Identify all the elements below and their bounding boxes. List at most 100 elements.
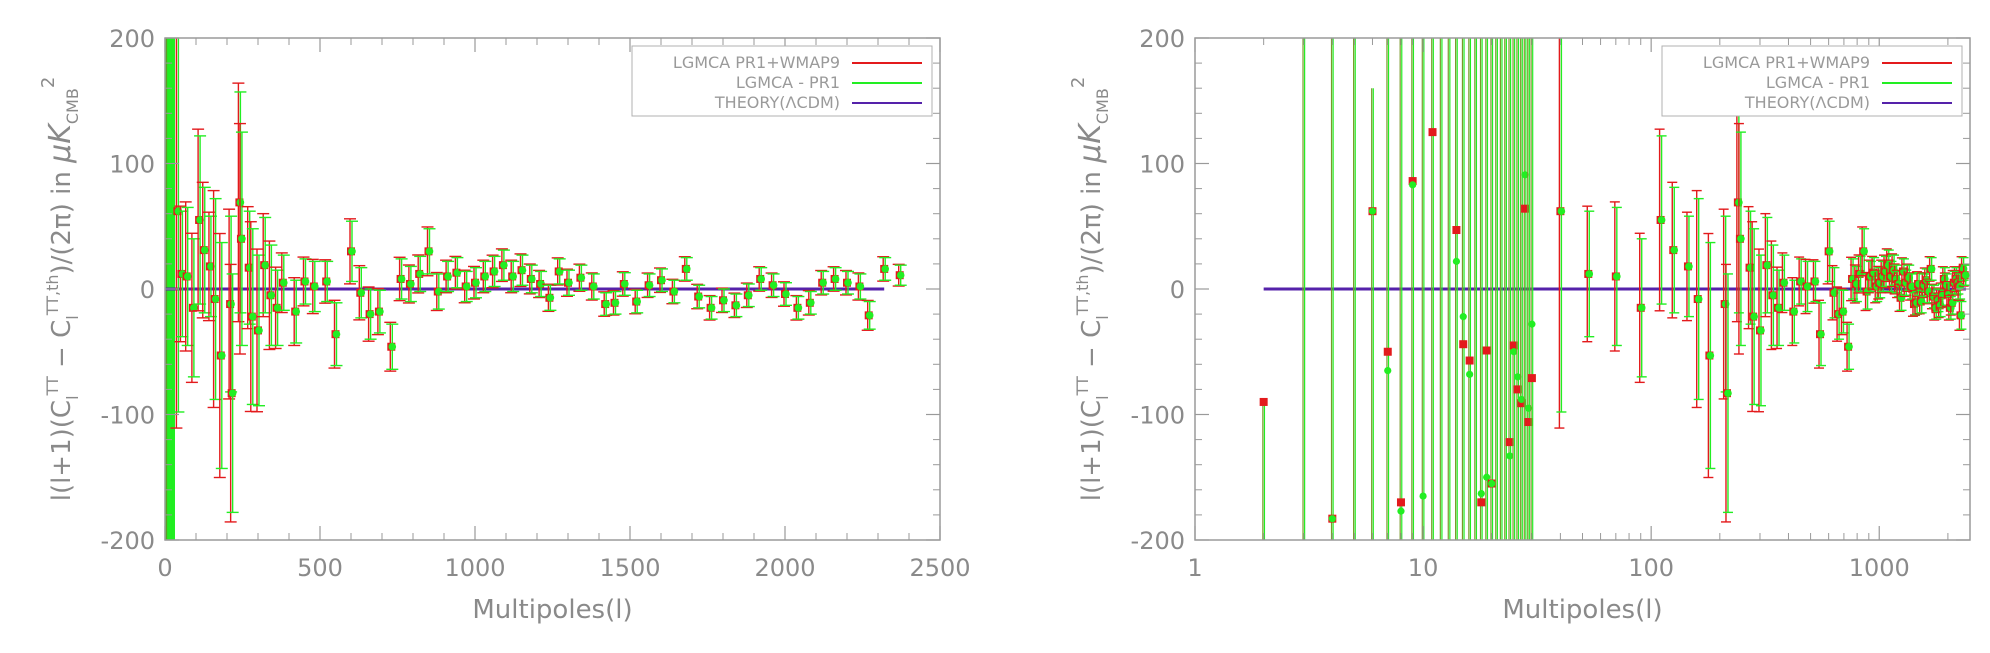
- point-pr1: [528, 275, 536, 283]
- point-pr1: [1528, 320, 1536, 328]
- point-pr1: [896, 271, 905, 279]
- point-pr1-wmap9: [1459, 340, 1468, 349]
- y-label-sub: l: [1093, 395, 1112, 399]
- point-pr1: [1510, 348, 1518, 356]
- point-pr1: [1488, 479, 1496, 488]
- point-pr1: [1477, 489, 1485, 498]
- point-pr1: [1685, 262, 1693, 271]
- point-pr1: [245, 263, 254, 272]
- point-pr1: [366, 310, 375, 318]
- point-pr1: [211, 295, 220, 303]
- y-label-unit: μK: [43, 122, 78, 164]
- point-pr1: [397, 275, 406, 283]
- y-label-sup: TT,th: [1073, 275, 1092, 317]
- point-pr1: [1853, 280, 1861, 288]
- point-pr1: [1803, 282, 1812, 291]
- point-pr1: [407, 280, 415, 288]
- point-pr1: [1746, 263, 1755, 272]
- point-pr1: [633, 297, 641, 306]
- point-pr1: [720, 296, 728, 305]
- y-label-part: − C: [1077, 320, 1107, 376]
- point-pr1: [757, 275, 765, 283]
- plot-area: [1259, 38, 1970, 540]
- point-pr1: [1780, 278, 1789, 287]
- point-pr1: [280, 278, 288, 287]
- point-pr1: [200, 246, 209, 254]
- point-pr1: [1817, 330, 1825, 338]
- y-label-sup: TT: [1073, 376, 1092, 396]
- y-label-part: )/(2π) in: [1077, 163, 1107, 275]
- x-tick-label: 2000: [754, 554, 815, 582]
- y-tick-label: 0: [1170, 276, 1185, 304]
- point-pr1: [1908, 282, 1916, 291]
- y-label-sub: CMB: [63, 88, 82, 124]
- y-label-part: − C: [47, 320, 77, 376]
- point-pr1: [1957, 311, 1966, 320]
- point-pr1: [577, 273, 586, 282]
- x-tick-label: 100: [1628, 554, 1674, 582]
- point-pr1-wmap9: [1521, 204, 1530, 213]
- point-pr1: [207, 262, 215, 271]
- point-pr1: [546, 293, 555, 302]
- point-pr1: [794, 304, 803, 312]
- point-pr1-wmap9: [1408, 177, 1417, 186]
- point-pr1: [1769, 291, 1778, 300]
- y-label-sub: l: [1093, 315, 1112, 319]
- point-pr1: [267, 291, 276, 300]
- point-pr1: [332, 330, 341, 338]
- x-tick-label: 2500: [909, 554, 970, 582]
- point-pr1: [1845, 342, 1853, 351]
- point-pr1-wmap9: [1452, 226, 1461, 235]
- point-pr1-wmap9: [1482, 346, 1491, 355]
- point-pr1: [831, 275, 840, 283]
- point-pr1: [769, 281, 778, 290]
- point-pr1: [416, 270, 425, 278]
- point-pr1: [1657, 216, 1666, 224]
- point-pr1: [1724, 389, 1732, 397]
- x-tick-label: 0: [157, 554, 172, 582]
- point-pr1: [1459, 313, 1467, 321]
- point-pr1: [565, 278, 573, 287]
- point-pr1: [1706, 351, 1715, 360]
- point-pr1: [388, 342, 397, 351]
- point-pr1: [1811, 277, 1820, 286]
- point-pr1: [435, 287, 443, 296]
- legend-entry-label: LGMCA - PR1: [736, 73, 840, 92]
- point-pr1: [311, 282, 319, 291]
- point-pr1: [819, 278, 827, 287]
- point-pr1: [1830, 288, 1839, 297]
- y-label-sub: l: [63, 315, 82, 319]
- x-tick-label: 1000: [1849, 554, 1910, 582]
- point-pr1: [1737, 235, 1745, 243]
- x-axis-label: Multipoles(l): [1502, 595, 1662, 625]
- point-pr1: [472, 278, 480, 287]
- point-pr1: [865, 311, 874, 320]
- legend-box: [1661, 45, 1963, 117]
- point-pr1: [1368, 207, 1377, 215]
- point-pr1: [1397, 507, 1405, 515]
- legend-entry-label: THEORY(ΛCDM): [1744, 93, 1870, 112]
- point-pr1-wmap9: [1396, 498, 1405, 507]
- point-pr1: [376, 307, 384, 316]
- point-pr1: [1452, 257, 1461, 265]
- point-pr1: [658, 276, 666, 285]
- point-pr1: [1694, 295, 1703, 303]
- point-pr1: [301, 277, 310, 286]
- y-label-sup: 2: [38, 77, 59, 88]
- point-pr1: [1524, 404, 1533, 412]
- point-pr1: [856, 282, 865, 291]
- point-pr1: [602, 300, 610, 308]
- point-pr1: [292, 307, 301, 316]
- point-pr1-wmap9: [1383, 347, 1392, 356]
- point-pr1-wmap9: [1527, 374, 1536, 383]
- y-tick-label: 0: [140, 276, 155, 304]
- point-pr1: [1506, 452, 1514, 460]
- point-pr1: [348, 247, 356, 256]
- legend-entry-label: LGMCA PR1+WMAP9: [673, 53, 840, 72]
- point-pr1: [1961, 271, 1970, 279]
- y-tick-label: 200: [1139, 25, 1185, 53]
- y-axis-label: l(l+1)(ClTT − ClTT,th)/(2π) in μKCMB2: [1068, 77, 1112, 502]
- point-pr1: [462, 282, 471, 291]
- point-pr1-wmap9: [1517, 399, 1526, 408]
- y-tick-label: -100: [101, 402, 155, 430]
